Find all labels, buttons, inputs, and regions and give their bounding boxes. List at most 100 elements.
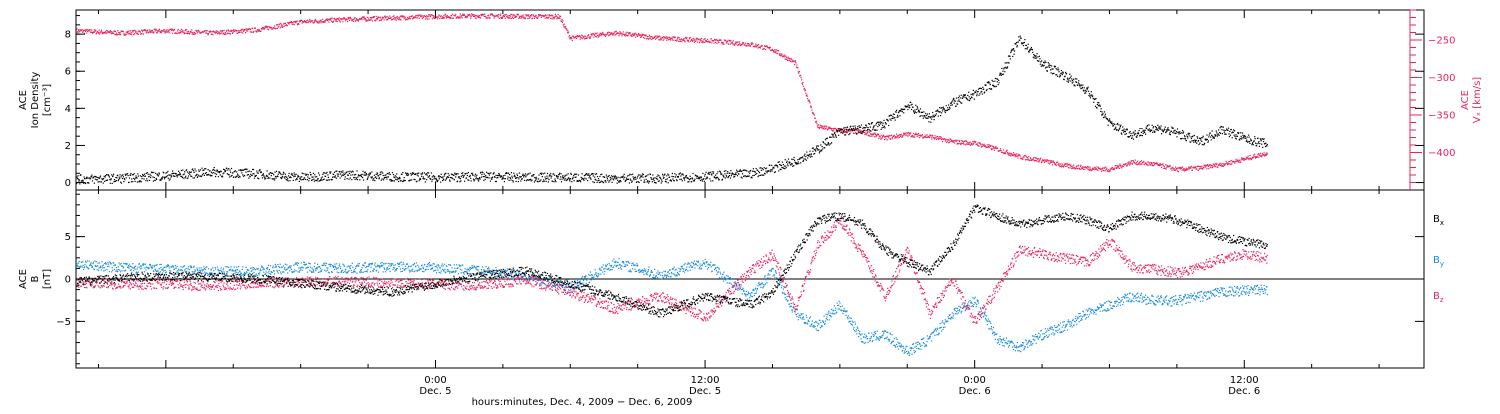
vx-point: [529, 18, 530, 19]
vx-point: [923, 137, 924, 138]
density-point: [366, 173, 367, 174]
density-point: [956, 98, 957, 99]
density-point: [1099, 105, 1100, 106]
density-point: [722, 179, 723, 180]
vx-point: [146, 32, 147, 33]
density-point: [960, 97, 961, 98]
density-point: [176, 173, 177, 174]
vx-point: [1098, 167, 1099, 168]
density-point: [507, 178, 508, 179]
vx-point: [115, 31, 116, 32]
density-point: [278, 174, 279, 175]
density-point: [229, 176, 230, 177]
vx-series: [76, 13, 1268, 172]
vx-point: [743, 43, 744, 44]
density-point: [650, 174, 651, 175]
vx-point: [480, 17, 481, 18]
vx-point: [978, 142, 979, 143]
density-point: [340, 173, 341, 174]
vx-point: [153, 32, 154, 33]
density-point: [915, 105, 916, 106]
density-point: [728, 177, 729, 178]
vx-point: [937, 136, 938, 137]
density-point: [974, 99, 975, 100]
density-point: [694, 179, 695, 180]
vx-point: [1198, 170, 1199, 171]
density-point: [550, 175, 551, 176]
density-point: [909, 107, 910, 108]
density-point: [1184, 136, 1185, 137]
vx-point: [801, 77, 802, 78]
density-point: [307, 179, 308, 180]
density-point: [123, 181, 124, 182]
density-point: [448, 177, 449, 178]
density-point: [220, 174, 221, 175]
density-point: [836, 137, 837, 138]
density-point: [916, 112, 917, 113]
density-point: [99, 178, 100, 179]
vx-point: [907, 136, 908, 137]
density-point: [1038, 61, 1039, 62]
density-point: [1032, 49, 1033, 50]
density-point: [490, 172, 491, 173]
vx-point: [1044, 159, 1045, 160]
vx-point: [377, 19, 378, 20]
vx-point: [116, 33, 117, 34]
density-point: [930, 122, 931, 123]
density-point: [367, 178, 368, 179]
vx-point: [987, 144, 988, 145]
density-point: [567, 179, 568, 180]
density-point: [838, 130, 839, 131]
vx-point: [132, 31, 133, 32]
density-point: [586, 173, 587, 174]
density-point: [1092, 95, 1093, 96]
vx-point: [1066, 166, 1067, 167]
density-point: [592, 181, 593, 182]
density-point: [113, 175, 114, 176]
vx-point: [804, 88, 805, 89]
density-point: [803, 160, 804, 161]
density-point: [1153, 127, 1154, 128]
density-point: [1014, 50, 1015, 51]
vx-point: [1116, 168, 1117, 169]
density-point: [783, 164, 784, 165]
vx-point: [817, 123, 818, 124]
density-point: [1133, 132, 1134, 133]
density-point: [1085, 90, 1086, 91]
density-point: [678, 176, 679, 177]
density-point: [622, 177, 623, 178]
density-point: [945, 112, 946, 113]
vx-point: [548, 17, 549, 18]
density-point: [878, 124, 879, 125]
density-point: [1048, 65, 1049, 66]
vx-point: [888, 137, 889, 138]
density-point: [191, 176, 192, 177]
density-point: [122, 178, 123, 179]
density-point: [1073, 82, 1074, 83]
density-point: [685, 177, 686, 178]
vx-point: [447, 15, 448, 16]
density-point: [464, 175, 465, 176]
density-point: [818, 146, 819, 147]
density-point: [1000, 73, 1001, 74]
vx-point: [446, 17, 447, 18]
density-point: [484, 174, 485, 175]
density-point: [430, 179, 431, 180]
vx-point: [428, 18, 429, 19]
density-point: [912, 107, 913, 108]
density-point: [1061, 70, 1062, 71]
vx-point: [195, 33, 196, 34]
density-point: [488, 177, 489, 178]
density-point: [215, 173, 216, 174]
vx-point: [1106, 168, 1107, 169]
density-point: [92, 180, 93, 181]
density-point: [1063, 72, 1064, 73]
density-point: [1090, 97, 1091, 98]
density-point: [582, 173, 583, 174]
density-point: [900, 111, 901, 112]
density-point: [718, 178, 719, 179]
vx-point: [459, 17, 460, 18]
vx-point: [1075, 168, 1076, 169]
density-point: [194, 177, 195, 178]
density-point: [159, 173, 160, 174]
